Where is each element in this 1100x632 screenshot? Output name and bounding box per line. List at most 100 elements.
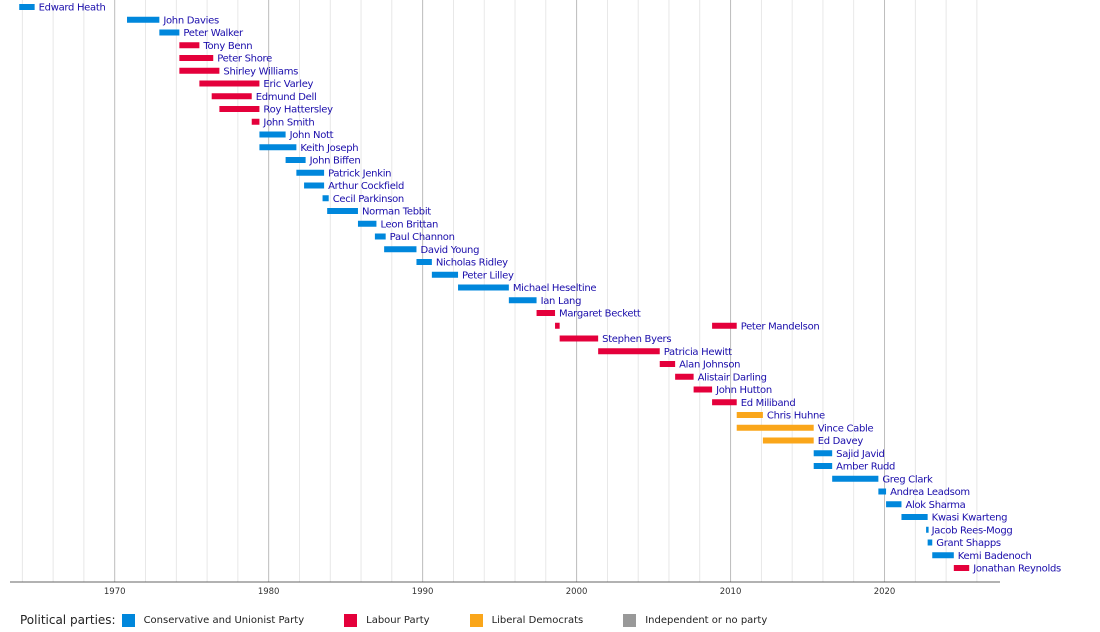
minister-label-ian-lang[interactable]: Ian Lang — [541, 296, 582, 307]
legend: Political parties: Conservative and Unio… — [20, 610, 807, 630]
term-bar-nicholas-ridley — [416, 259, 432, 265]
legend-item-labour: Labour Party — [344, 613, 430, 627]
minister-label-john-biffen[interactable]: John Biffen — [309, 156, 361, 167]
minister-label-kwasi-kwarteng[interactable]: Kwasi Kwarteng — [932, 513, 1008, 524]
term-bar-peter-lilley — [431, 271, 459, 278]
legend-swatch-libdem — [469, 613, 483, 627]
minister-label-paul-channon[interactable]: Paul Channon — [390, 232, 455, 243]
term-bar-roy-hattersley — [219, 106, 260, 112]
minister-label-peter-mandelson[interactable]: Peter Mandelson — [741, 321, 820, 332]
term-bar-jacob-rees-mogg — [926, 526, 929, 533]
term-bar-kemi-badenoch — [932, 552, 954, 559]
minister-label-alok-sharma[interactable]: Alok Sharma — [905, 500, 965, 511]
term-bar-ian-lang — [508, 297, 537, 304]
minister-label-stephen-byers[interactable]: Stephen Byers — [602, 334, 672, 345]
term-bar-alok-sharma — [886, 501, 902, 508]
x-tick-label: 1980 — [258, 587, 280, 597]
x-tick-label: 1990 — [412, 587, 434, 597]
minister-label-grant-shapps[interactable]: Grant Shapps — [936, 538, 1001, 549]
legend-item-independent: Independent or no party — [623, 613, 768, 627]
grid-lines — [21, 0, 978, 582]
minister-label-alistair-darling[interactable]: Alistair Darling — [698, 372, 767, 383]
term-bar-eric-varley — [199, 80, 260, 87]
minister-label-john-davies[interactable]: John Davies — [162, 15, 219, 26]
minister-label-david-young[interactable]: David Young — [420, 245, 479, 256]
term-bar-tony-benn — [179, 42, 200, 49]
minister-label-jacob-rees-mogg[interactable]: Jacob Rees-Mogg — [931, 525, 1013, 536]
term-bar-vince-cable — [736, 424, 814, 431]
minister-labels: Edward Heath John Davies Peter Walker Tony … — [39, 3, 1062, 575]
term-bar-david-young — [384, 246, 417, 253]
x-tick-label: 1970 — [104, 587, 126, 597]
x-tick-label: 2000 — [566, 587, 588, 597]
term-bar-greg-clark — [832, 475, 879, 482]
minister-label-eric-varley[interactable]: Eric Varley — [263, 79, 313, 90]
minister-label-arthur-cockfield[interactable]: Arthur Cockfield — [328, 181, 404, 192]
legend-label-independent: Independent or no party — [645, 614, 768, 626]
term-bar-sajid-javid — [813, 450, 833, 457]
timeline-chart: Edward Heath John Davies Peter Walker Tony … — [10, 0, 1062, 597]
minister-label-edward-heath[interactable]: Edward Heath — [39, 3, 106, 14]
minister-label-edmund-dell[interactable]: Edmund Dell — [256, 92, 317, 103]
term-bar-alan-johnson — [659, 361, 676, 367]
term-bar-cecil-parkinson — [322, 195, 329, 202]
term-bar-ed-miliband — [712, 399, 737, 406]
term-bar-stephen-byers — [559, 335, 599, 342]
term-bar-john-biffen — [285, 157, 306, 163]
minister-label-amber-rudd[interactable]: Amber Rudd — [836, 462, 895, 473]
term-bar-kwasi-kwarteng — [901, 514, 928, 520]
minister-label-greg-clark[interactable]: Greg Clark — [882, 474, 933, 485]
minister-label-vince-cable[interactable]: Vince Cable — [818, 423, 874, 434]
term-bar-jonathan-reynolds — [953, 565, 970, 571]
legend-item-conservative: Conservative and Unionist Party — [121, 613, 305, 627]
minister-label-peter-shore[interactable]: Peter Shore — [217, 54, 272, 65]
minister-label-john-smith[interactable]: John Smith — [262, 117, 314, 128]
term-bar-amber-rudd — [813, 463, 833, 469]
minister-label-chris-huhne[interactable]: Chris Huhne — [767, 411, 825, 422]
legend-title: Political parties: — [20, 613, 116, 627]
minister-label-jonathan-reynolds[interactable]: Jonathan Reynolds — [972, 564, 1061, 575]
term-bar-shirley-williams — [179, 67, 220, 74]
term-bar-margaret-beckett — [536, 310, 556, 316]
term-bar-keith-joseph — [259, 144, 297, 151]
legend-swatch-independent — [623, 613, 637, 627]
term-bar-peter-shore — [179, 55, 214, 61]
minister-label-patrick-jenkin[interactable]: Patrick Jenkin — [328, 168, 391, 179]
minister-label-margaret-beckett[interactable]: Margaret Beckett — [559, 309, 641, 320]
term-bar-alistair-darling — [675, 373, 694, 380]
minister-label-tony-benn[interactable]: Tony Benn — [202, 41, 252, 52]
minister-label-keith-joseph[interactable]: Keith Joseph — [300, 143, 358, 154]
minister-label-ed-miliband[interactable]: Ed Miliband — [741, 398, 796, 409]
minister-label-john-nott[interactable]: John Nott — [289, 130, 334, 141]
x-axis-ticks: 1970 1980 1990 2000 2010 2020 — [104, 587, 895, 597]
minister-label-john-hutton[interactable]: John Hutton — [715, 385, 772, 396]
term-bar-arthur-cockfield — [304, 182, 325, 189]
legend-label-conservative: Conservative and Unionist Party — [143, 614, 305, 626]
term-bar-paul-channon — [374, 233, 386, 240]
minister-label-kemi-badenoch[interactable]: Kemi Badenoch — [958, 551, 1032, 562]
term-bar-andrea-leadsom — [878, 488, 887, 495]
term-bar-john-hutton — [693, 386, 713, 393]
minister-label-alan-johnson[interactable]: Alan Johnson — [679, 360, 740, 371]
term-bar-leon-brittan — [357, 220, 377, 227]
term-bar-patrick-jenkin — [296, 169, 325, 176]
minister-label-michael-heseltine[interactable]: Michael Heseltine — [513, 283, 597, 294]
minister-label-nicholas-ridley[interactable]: Nicholas Ridley — [436, 258, 509, 269]
minister-label-norman-tebbit[interactable]: Norman Tebbit — [362, 207, 432, 218]
minister-label-patricia-hewitt[interactable]: Patricia Hewitt — [664, 347, 733, 358]
minister-label-peter-walker[interactable]: Peter Walker — [183, 28, 244, 39]
minister-label-peter-lilley[interactable]: Peter Lilley — [462, 270, 514, 281]
term-bar-michael-heseltine — [458, 284, 509, 291]
term-bar-john-smith — [251, 118, 260, 125]
minister-label-andrea-leadsom[interactable]: Andrea Leadsom — [890, 487, 970, 498]
term-bar-john-nott — [259, 131, 286, 138]
x-tick-label: 2020 — [874, 587, 896, 597]
minister-label-shirley-williams[interactable]: Shirley Williams — [223, 66, 298, 77]
minister-label-roy-hattersley[interactable]: Roy Hattersley — [263, 105, 333, 116]
minister-label-sajid-javid[interactable]: Sajid Javid — [836, 449, 885, 460]
legend-item-libdem: Liberal Democrats — [469, 613, 583, 627]
minister-label-leon-brittan[interactable]: Leon Brittan — [380, 219, 438, 230]
term-bar-john-davies — [127, 16, 160, 23]
minister-label-ed-davey[interactable]: Ed Davey — [818, 436, 864, 447]
minister-label-cecil-parkinson[interactable]: Cecil Parkinson — [333, 194, 405, 205]
